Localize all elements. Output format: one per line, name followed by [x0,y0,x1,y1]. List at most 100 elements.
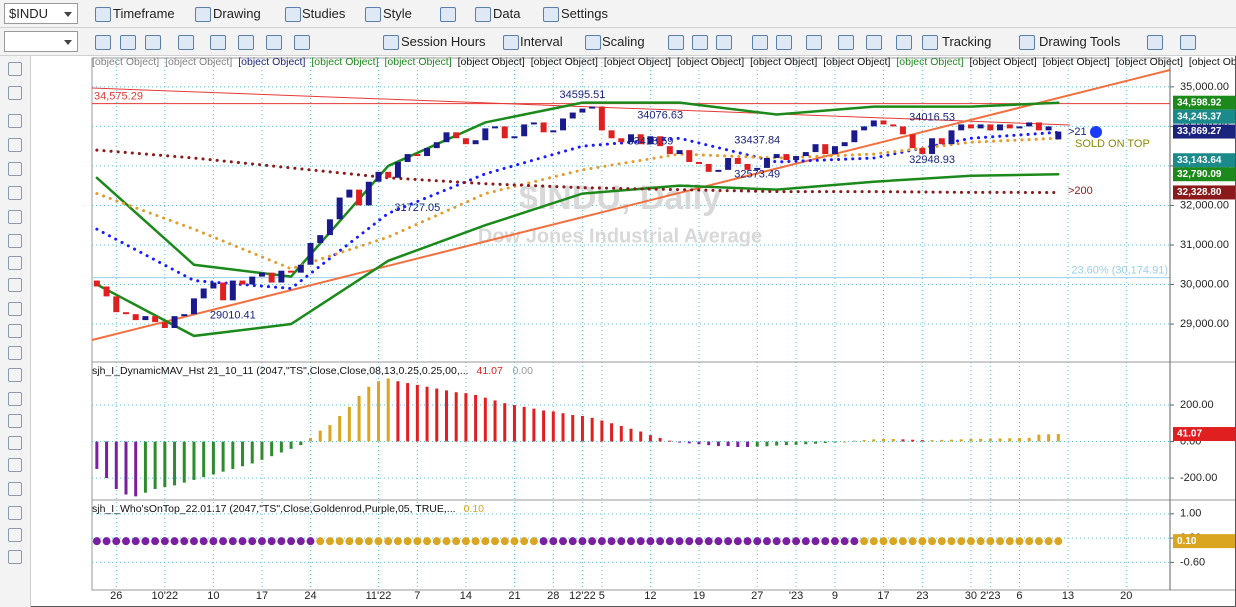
candle [647,136,654,145]
candle [579,108,586,113]
state-dot [694,537,703,546]
state-dot [957,537,966,546]
header-text: [object Object] [1116,56,1183,68]
histogram-bar [474,394,478,442]
histogram-bar [299,441,303,446]
histogram-bar [998,438,1002,442]
histogram-bar [697,441,701,445]
candle [783,154,790,160]
candle [482,128,489,141]
menu[interactable]: Session Hours [401,34,486,49]
histogram-bar [396,381,400,442]
candle [938,138,945,145]
candle [977,124,984,129]
menu[interactable]: Timeframe [113,6,175,21]
x-tick-label: '23 [789,590,803,602]
symbol: $INDU [9,6,49,21]
state-dot [316,537,325,546]
candle [705,163,712,172]
state-dot [1044,537,1053,546]
candle [288,270,295,273]
candle [278,270,285,283]
histogram-bar [425,386,429,442]
state-dot [267,537,276,546]
candle [666,146,673,155]
histogram-bar [580,415,584,442]
value-tag-label: 41.07 [1177,429,1202,440]
x-tick-label: 20 [1120,590,1132,602]
candle [1006,124,1013,129]
menu[interactable]: Tracking [942,34,992,49]
menu[interactable]: Studies [302,6,346,21]
candle [424,148,431,157]
state-dot [704,537,713,546]
candle [812,144,819,153]
y-tick-label: 200.00 [1180,399,1214,411]
state-dot [986,537,995,546]
state-dot [529,537,538,546]
state-dot [442,537,451,546]
menu[interactable]: Data [493,6,521,21]
state-dot [898,537,907,546]
candle [472,140,479,145]
candle [734,158,741,164]
candle [773,154,780,159]
state-dot [782,537,791,546]
price-annotation: 29010.41 [210,310,256,322]
histogram-bar [173,441,177,486]
histogram-bar [367,386,371,442]
histogram-bar [668,440,672,442]
histogram-bar [260,441,264,460]
symbol-box[interactable]: $INDU [4,3,78,24]
x-tick-label: 21 [508,590,520,602]
candle [492,126,499,129]
state-dot [656,537,665,546]
state-dot [180,537,189,546]
state-dot [228,537,237,546]
histogram-bar [969,438,973,442]
histogram-bar [318,430,322,442]
state-dot [277,537,286,546]
state-dot [112,537,121,546]
indicator-line [95,148,1060,194]
candle [443,132,450,143]
header-text: [object Object] [531,56,598,68]
histogram-bar [435,388,439,442]
candle [841,142,848,147]
marker-text: SOLD ON TOP [1075,138,1150,150]
histogram-bar [736,441,740,448]
indicator-line [95,101,1060,278]
candle [258,272,265,277]
candle [550,130,557,133]
input-box[interactable] [4,31,78,52]
histogram-bar [988,438,992,442]
state-dot [491,537,500,546]
candle [268,272,275,283]
state-dot [646,537,655,546]
menu[interactable]: Drawing Tools [1039,34,1121,49]
state-dot [627,537,635,546]
header-text: [object Object] [311,56,378,68]
menu[interactable]: Scaling [602,34,645,49]
menu[interactable]: Drawing [213,6,261,21]
menu[interactable]: Interval [520,34,563,49]
menu[interactable]: Settings [561,6,608,21]
main-toolbar: $INDU Timeframe Drawing Studies Style Da… [0,0,1236,28]
state-dot [1034,537,1043,546]
state-dot [209,537,218,546]
candle [880,120,887,125]
histogram-bar [503,403,507,442]
state-dot [714,537,723,546]
menu[interactable]: Style [383,6,412,21]
state-dot [597,537,606,546]
price-tag [1173,109,1235,124]
x-tick-label: 27 [751,590,763,602]
histogram-bar [522,406,526,442]
state-dot [151,537,160,546]
state-dot [578,537,587,546]
marker-dot [1090,126,1102,138]
state-dot [772,537,781,546]
histogram-bar [940,439,944,442]
histogram-bar [930,440,934,442]
candle [540,122,547,133]
